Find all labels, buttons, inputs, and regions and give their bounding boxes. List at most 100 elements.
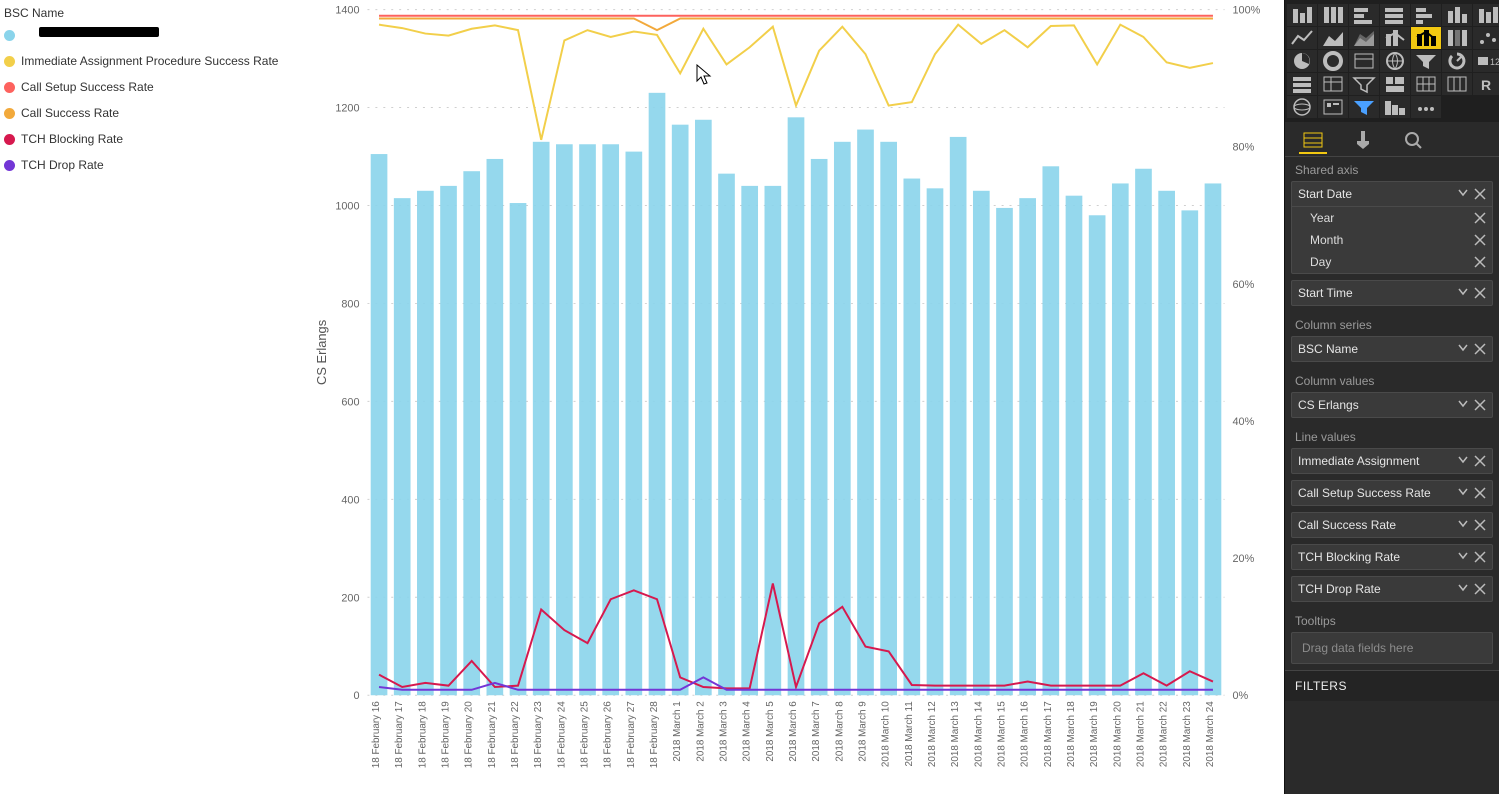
viz-type-button[interactable]	[1473, 27, 1499, 49]
combo-chart[interactable]: 02004006008001000120014000%20%40%60%80%1…	[308, 0, 1284, 794]
bar[interactable]	[695, 120, 712, 695]
remove-icon[interactable]	[1474, 188, 1486, 200]
bar[interactable]	[764, 186, 781, 695]
remove-icon[interactable]	[1474, 487, 1486, 499]
bar[interactable]	[602, 144, 619, 695]
viz-type-button[interactable]	[1380, 4, 1410, 26]
bar[interactable]	[880, 142, 897, 695]
remove-icon[interactable]	[1474, 234, 1486, 246]
bar[interactable]	[417, 191, 434, 695]
bar[interactable]	[579, 144, 596, 695]
remove-icon[interactable]	[1474, 519, 1486, 531]
bar[interactable]	[973, 191, 990, 695]
viz-type-button[interactable]	[1318, 73, 1348, 95]
bar[interactable]	[927, 188, 944, 695]
bar[interactable]	[440, 186, 457, 695]
legend-item[interactable]: TCH Blocking Rate	[4, 126, 304, 152]
legend-bsc-row[interactable]	[4, 22, 304, 48]
viz-type-button[interactable]	[1442, 73, 1472, 95]
field-well-sub[interactable]: Day	[1292, 251, 1492, 273]
field-well-head[interactable]: Start Date	[1292, 182, 1492, 207]
bar[interactable]	[487, 159, 504, 695]
viz-type-button[interactable]	[1318, 96, 1348, 118]
field-well[interactable]: Call Success Rate	[1291, 512, 1493, 538]
bar[interactable]	[718, 174, 735, 696]
remove-icon[interactable]	[1474, 256, 1486, 268]
viz-type-button[interactable]	[1349, 27, 1379, 49]
field-well-head[interactable]: Start Time	[1292, 281, 1492, 305]
tooltips-dropzone[interactable]: Drag data fields here	[1291, 632, 1493, 664]
viz-type-button[interactable]	[1380, 96, 1410, 118]
remove-icon[interactable]	[1474, 399, 1486, 411]
bar[interactable]	[1181, 210, 1198, 695]
bar[interactable]	[510, 203, 527, 695]
section-filters[interactable]: FILTERS	[1285, 670, 1499, 701]
viz-type-button[interactable]	[1287, 50, 1317, 72]
field-well[interactable]: Call Setup Success Rate	[1291, 480, 1493, 506]
viz-type-button[interactable]	[1287, 73, 1317, 95]
remove-icon[interactable]	[1474, 343, 1486, 355]
viz-type-button[interactable]	[1318, 50, 1348, 72]
viz-type-button[interactable]	[1349, 96, 1379, 118]
bar[interactable]	[463, 171, 480, 695]
bar[interactable]	[788, 117, 805, 695]
viz-type-button[interactable]	[1287, 4, 1317, 26]
tab-fields[interactable]	[1299, 128, 1327, 154]
field-well-head[interactable]: Call Success Rate	[1292, 513, 1492, 537]
viz-type-button[interactable]	[1411, 73, 1441, 95]
remove-icon[interactable]	[1474, 551, 1486, 563]
field-well-head[interactable]: BSC Name	[1292, 337, 1492, 361]
bar[interactable]	[649, 93, 666, 695]
bar[interactable]	[996, 208, 1013, 695]
bar[interactable]	[556, 144, 573, 695]
viz-type-button[interactable]	[1349, 50, 1379, 72]
bar[interactable]	[857, 130, 874, 696]
field-well-head[interactable]: Immediate Assignment	[1292, 449, 1492, 473]
bar[interactable]	[626, 152, 643, 696]
viz-type-button[interactable]	[1473, 4, 1499, 26]
bar[interactable]	[394, 198, 411, 695]
remove-icon[interactable]	[1474, 212, 1486, 224]
bar[interactable]	[1042, 166, 1059, 695]
bar[interactable]	[1089, 215, 1106, 695]
bar[interactable]	[672, 125, 689, 696]
bar[interactable]	[371, 154, 388, 695]
line-series[interactable]	[379, 18, 1213, 30]
bar[interactable]	[903, 179, 920, 696]
bar[interactable]	[811, 159, 828, 695]
viz-type-button[interactable]	[1349, 4, 1379, 26]
legend-item[interactable]: Call Success Rate	[4, 100, 304, 126]
remove-icon[interactable]	[1474, 455, 1486, 467]
field-well[interactable]: CS Erlangs	[1291, 392, 1493, 418]
viz-type-button[interactable]	[1318, 4, 1348, 26]
viz-type-button[interactable]	[1349, 73, 1379, 95]
field-well-sub[interactable]: Month	[1292, 229, 1492, 251]
viz-type-button[interactable]	[1287, 27, 1317, 49]
viz-type-button[interactable]	[1411, 4, 1441, 26]
viz-type-button[interactable]	[1380, 27, 1410, 49]
field-well[interactable]: TCH Drop Rate	[1291, 576, 1493, 602]
field-well[interactable]: Immediate Assignment	[1291, 448, 1493, 474]
bar[interactable]	[950, 137, 967, 695]
field-well[interactable]: BSC Name	[1291, 336, 1493, 362]
viz-type-button[interactable]	[1380, 50, 1410, 72]
bar[interactable]	[1135, 169, 1152, 696]
field-well-sub[interactable]: Year	[1292, 207, 1492, 229]
viz-type-button[interactable]	[1318, 27, 1348, 49]
bar[interactable]	[1112, 183, 1129, 695]
bar[interactable]	[1066, 196, 1083, 696]
bar[interactable]	[1019, 198, 1036, 695]
field-well[interactable]: TCH Blocking Rate	[1291, 544, 1493, 570]
remove-icon[interactable]	[1474, 583, 1486, 595]
bar[interactable]	[1158, 191, 1175, 695]
field-well-head[interactable]: TCH Blocking Rate	[1292, 545, 1492, 569]
field-well-head[interactable]: CS Erlangs	[1292, 393, 1492, 417]
viz-type-button[interactable]	[1442, 27, 1472, 49]
viz-type-button[interactable]	[1411, 27, 1441, 49]
bar[interactable]	[741, 186, 758, 695]
viz-type-button[interactable]: 123	[1473, 50, 1499, 72]
viz-type-button[interactable]	[1380, 73, 1410, 95]
field-well-head[interactable]: TCH Drop Rate	[1292, 577, 1492, 601]
legend-item[interactable]: TCH Drop Rate	[4, 152, 304, 178]
viz-type-button[interactable]: R	[1473, 73, 1499, 95]
